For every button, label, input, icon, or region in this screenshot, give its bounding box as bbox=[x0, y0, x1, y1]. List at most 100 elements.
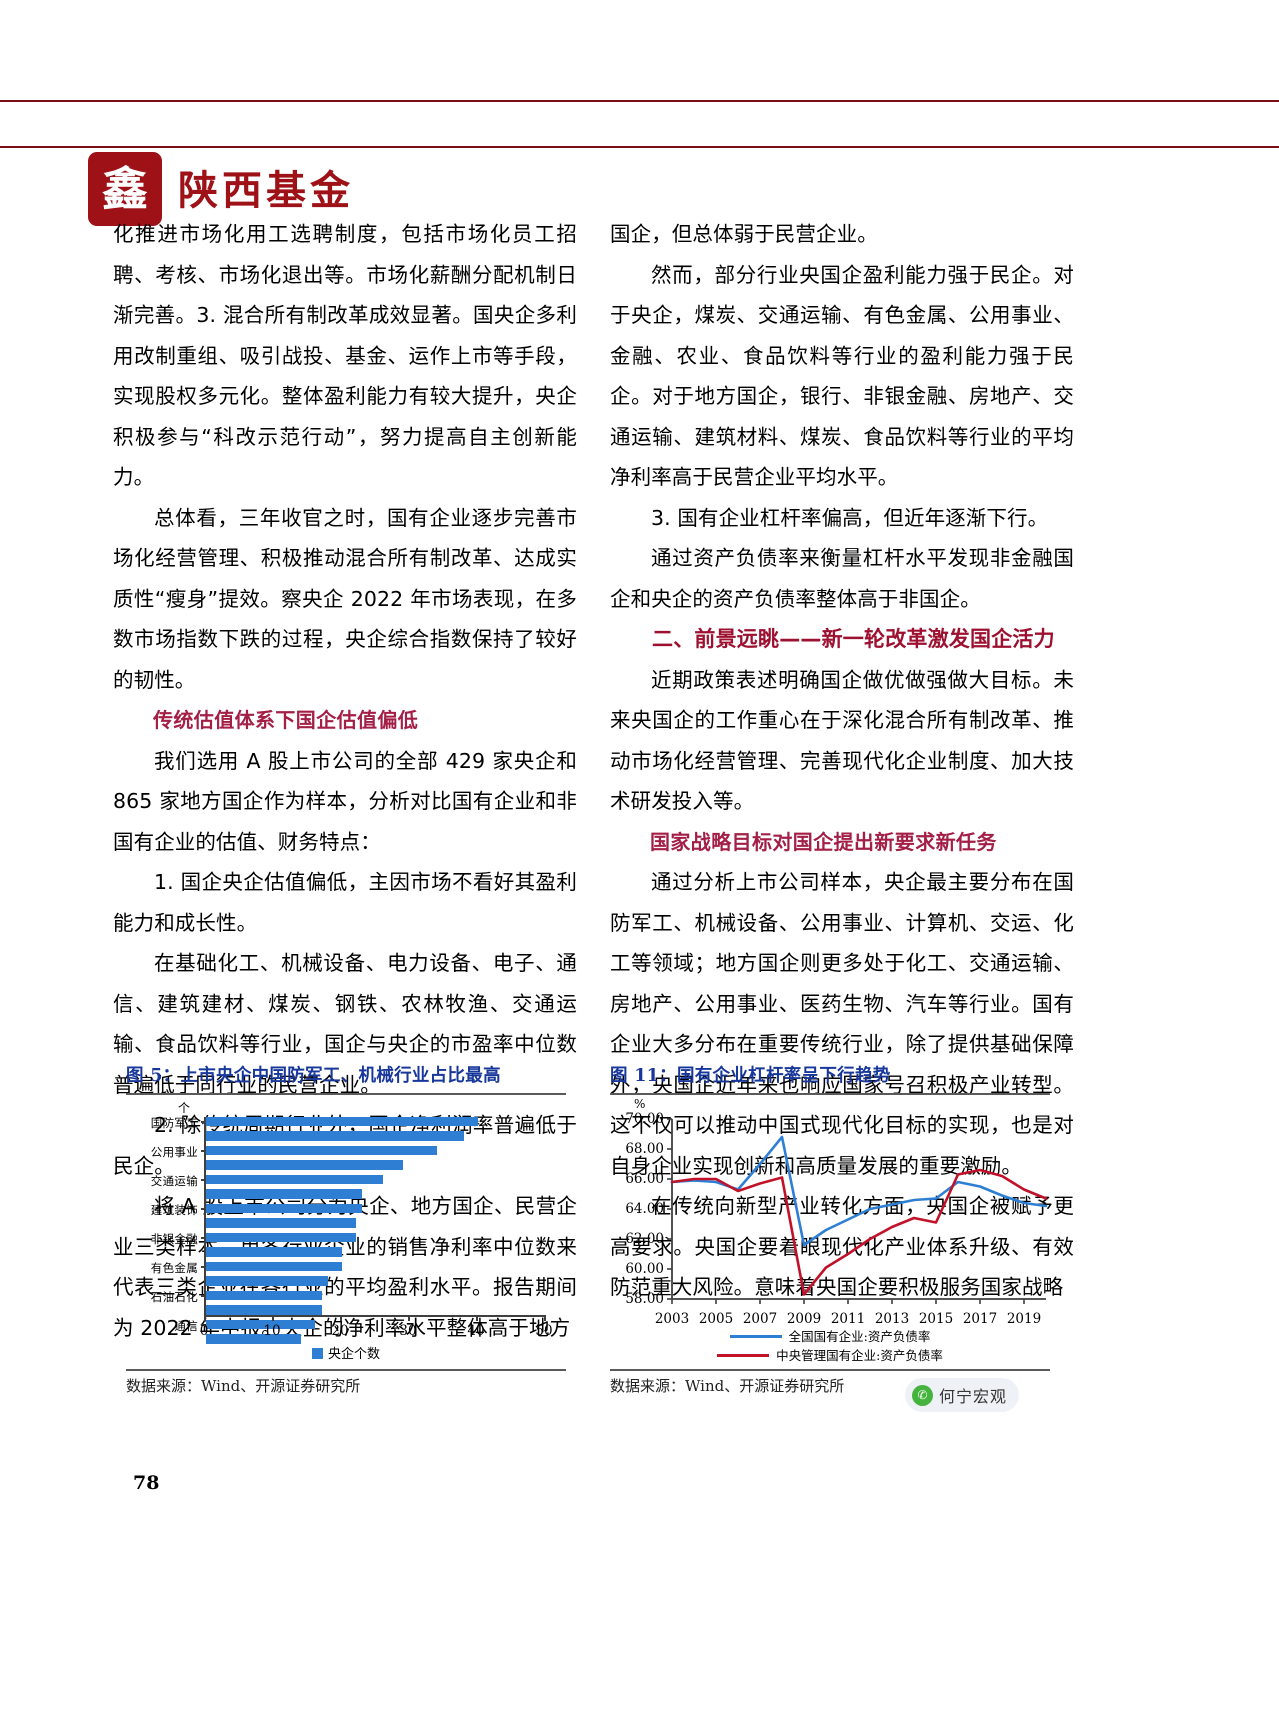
legend-label: 中央管理国有企业:资产负债率 bbox=[776, 1348, 943, 1363]
bar-fill bbox=[206, 1218, 356, 1228]
line-chart-legend: 全国国有企业:资产负债率 中央管理国有企业:资产负债率 bbox=[610, 1327, 1050, 1365]
bar-y-tick bbox=[201, 1207, 206, 1210]
figure-11-source-rule bbox=[610, 1369, 1050, 1371]
seal-glyph: 鑫 bbox=[102, 162, 148, 216]
line-chart-x-tick-label: 2013 bbox=[874, 1311, 910, 1327]
bar-x-tick bbox=[476, 1315, 478, 1321]
legend-label: 全国国有企业:资产负债率 bbox=[788, 1329, 931, 1344]
publisher-seal-logo: 鑫 bbox=[88, 152, 162, 226]
bar-row bbox=[206, 1145, 546, 1156]
line-chart-x-tick-label: 2005 bbox=[698, 1311, 734, 1327]
bar-category-label: 石油石化 bbox=[150, 1289, 198, 1304]
paragraph: 我们选用 A 股上市公司的全部 429 家央企和 865 家地方国企作为样本，分… bbox=[113, 748, 577, 854]
bar-y-tick bbox=[201, 1323, 206, 1326]
header-rule-bottom bbox=[0, 146, 1279, 148]
legend-line-icon bbox=[729, 1335, 782, 1338]
bar-fill bbox=[206, 1232, 356, 1243]
line-chart-axes bbox=[671, 1119, 1046, 1300]
bar-fill bbox=[206, 1334, 302, 1344]
line-chart-unit-label: % bbox=[634, 1097, 646, 1111]
legend-label: 央企个数 bbox=[327, 1347, 380, 1362]
paragraph: 在传统向新型产业转化方面，央国企被赋予更高要求。央国企要着眼现代化产业体系升级、… bbox=[610, 1194, 1074, 1299]
bar-row bbox=[206, 1334, 546, 1344]
figure-5-rule bbox=[126, 1093, 566, 1095]
bar-y-tick bbox=[201, 1294, 206, 1297]
bar-x-tick-label: 20 bbox=[331, 1323, 349, 1339]
bar-fill bbox=[206, 1276, 329, 1286]
publisher-brand-name: 陕西基金 bbox=[178, 167, 354, 214]
bar-chart-x-axis: 0 10 20 30 40 50 bbox=[200, 1315, 553, 1339]
paragraph: 在基础化工、机械设备、电力设备、电子、通信、建筑建材、煤炭、钢铁、农林牧渔、交通… bbox=[113, 951, 577, 1097]
bar-fill bbox=[206, 1131, 465, 1141]
bar-fill bbox=[206, 1189, 363, 1199]
bar-category-label: 非银金融 bbox=[150, 1231, 198, 1246]
line-series bbox=[670, 1135, 1048, 1247]
paragraph: 总体看，三年收官之时，国有企业逐步完善市场化经营管理、积极推动混合所有制改革、达… bbox=[113, 505, 577, 692]
bar-x-tick bbox=[204, 1315, 206, 1321]
bar-fill bbox=[206, 1305, 322, 1315]
paragraph: 通过分析上市公司样本，央企最主要分布在国防军工、机械设备、公用事业、计算机、交运… bbox=[610, 870, 1074, 1178]
bar-row bbox=[206, 1232, 546, 1243]
bar-x-tick bbox=[408, 1315, 410, 1321]
line-chart-y-tick-label: 62.00 bbox=[625, 1231, 664, 1247]
paragraph: 然而，部分行业央国企盈利能力强于民企。对于央企，煤炭、交通运输、有色金属、公用事… bbox=[610, 262, 1074, 490]
line-series bbox=[670, 1168, 1048, 1296]
line-chart-x-tick-label: 2019 bbox=[1006, 1311, 1042, 1327]
bar-row bbox=[206, 1117, 546, 1127]
bar-fill bbox=[206, 1290, 322, 1301]
bar-fill bbox=[206, 1117, 478, 1127]
legend-item: 全国国有企业:资产负债率 bbox=[610, 1327, 1050, 1346]
bar-fill bbox=[206, 1319, 315, 1330]
watermark-label: 何宁宏观 bbox=[939, 1387, 1008, 1406]
bar-row bbox=[206, 1203, 546, 1214]
line-chart-x-tick-label: 2015 bbox=[918, 1311, 954, 1327]
wechat-watermark-badge: ✆ 何宁宏观 bbox=[905, 1378, 1020, 1412]
bar-category-label: 公用事业 bbox=[150, 1144, 198, 1159]
bar-x-tick-label: 10 bbox=[263, 1323, 281, 1339]
bar-fill bbox=[206, 1174, 383, 1185]
line-chart-y-tick-label: 60.00 bbox=[625, 1261, 664, 1277]
figure-11: 图 11：国有企业杠杆率呈下行趋势 % 58.00 60.00 62.00 64.00… bbox=[610, 1062, 1050, 1396]
bar-chart-legend: 央企个数 bbox=[126, 1343, 566, 1362]
page-number: 78 bbox=[133, 1472, 160, 1494]
paragraph: 1. 国企央企估值偏低，主因市场不看好其盈利能力和成长性。 bbox=[113, 870, 577, 935]
bar-row bbox=[206, 1131, 546, 1141]
bar-category-label: 交通运输 bbox=[150, 1173, 198, 1188]
legend-swatch-icon bbox=[311, 1348, 323, 1359]
figure-5-title: 图 5：上市央企中国防军工、机械行业占比最高 bbox=[126, 1066, 501, 1086]
bar-category-label: 国防军工 bbox=[150, 1115, 198, 1130]
paragraph: 近期政策表述明确国企做优做强做大目标。未来央国企的工作重心在于深化混合所有制改革… bbox=[610, 667, 1074, 814]
bar-row bbox=[206, 1189, 546, 1199]
bar-category-label: 建筑装饰 bbox=[150, 1202, 198, 1217]
bar-row bbox=[206, 1174, 546, 1185]
line-chart-y-tick-label: 58.00 bbox=[625, 1291, 664, 1307]
bar-fill bbox=[206, 1247, 342, 1257]
figure-5-source: 数据来源：Wind、开源证券研究所 bbox=[126, 1376, 361, 1395]
bar-x-tick-label: 30 bbox=[399, 1323, 417, 1339]
bar-row bbox=[206, 1290, 546, 1301]
bar-fill bbox=[206, 1203, 363, 1214]
bar-x-tick-label: 50 bbox=[535, 1323, 553, 1339]
wechat-icon: ✆ bbox=[912, 1384, 933, 1406]
bar-y-tick bbox=[201, 1178, 206, 1181]
line-chart-x-tick-label: 2003 bbox=[654, 1311, 690, 1327]
bar-row bbox=[206, 1160, 546, 1170]
left-red-subheading: 传统估值体系下国企估值偏低 bbox=[153, 708, 419, 732]
bar-x-tick-label: 0 bbox=[199, 1323, 209, 1339]
bar-fill bbox=[206, 1145, 438, 1156]
bar-x-tick bbox=[340, 1315, 342, 1321]
bar-chart-category-labels: 国防军工 公用事业 交通运输 建筑装饰 非银金融 有色金属 石油石化 通信 bbox=[126, 1115, 200, 1333]
bar-x-tick-label: 40 bbox=[467, 1323, 485, 1339]
figure-11-rule bbox=[610, 1093, 1050, 1095]
bar-row bbox=[206, 1319, 546, 1330]
bar-y-tick bbox=[201, 1236, 206, 1239]
bar-fill bbox=[206, 1160, 404, 1170]
bar-y-tick bbox=[201, 1149, 206, 1152]
bar-y-tick bbox=[201, 1120, 206, 1123]
bar-category-label: 通信 bbox=[174, 1318, 198, 1333]
figure-5: 图 5：上市央企中国防军工、机械行业占比最高 个 国防军工 公用事业 交通运输 建筑装… bbox=[126, 1062, 566, 1396]
header-rule-top bbox=[0, 100, 1279, 102]
bar-fill bbox=[206, 1261, 342, 1272]
figure-5-source-rule bbox=[126, 1369, 566, 1371]
